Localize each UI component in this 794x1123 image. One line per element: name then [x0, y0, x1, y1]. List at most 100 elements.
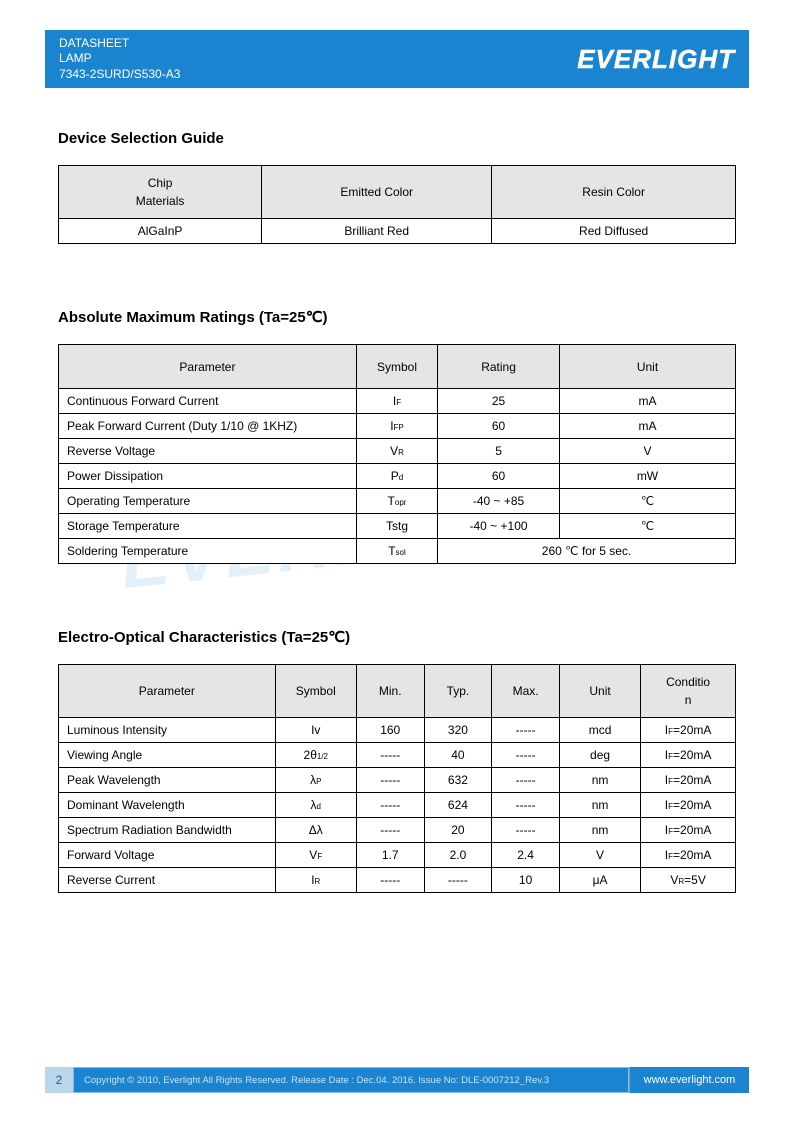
- cell-unit: nm: [559, 818, 640, 843]
- section-abs-max: Absolute Maximum Ratings (Ta=25℃) Parame…: [58, 308, 736, 564]
- section-device-selection: Device Selection Guide ChipMaterials Emi…: [58, 130, 736, 244]
- table-header-row: ChipMaterials Emitted Color Resin Color: [59, 166, 736, 219]
- cell-param: Reverse Current: [59, 868, 276, 893]
- cell-symbol: IR: [275, 868, 356, 893]
- cell-max: -----: [492, 818, 560, 843]
- cell: Brilliant Red: [262, 219, 492, 244]
- col-rating: Rating: [438, 345, 560, 389]
- cell-max: 2.4: [492, 843, 560, 868]
- cell-min: -----: [356, 793, 424, 818]
- cell-min: -----: [356, 818, 424, 843]
- cell-symbol: VF: [275, 843, 356, 868]
- col-typ: Typ.: [424, 665, 492, 718]
- col-symbol: Symbol: [356, 345, 437, 389]
- cell-param: Luminous Intensity: [59, 718, 276, 743]
- cell-symbol: Δλ: [275, 818, 356, 843]
- cell-unit: nm: [559, 793, 640, 818]
- cell-typ: 40: [424, 743, 492, 768]
- cell-min: 1.7: [356, 843, 424, 868]
- col-param: Parameter: [59, 665, 276, 718]
- cell-param: Reverse Voltage: [59, 439, 357, 464]
- section2-title: Absolute Maximum Ratings (Ta=25℃): [58, 308, 736, 326]
- cell-param: Viewing Angle: [59, 743, 276, 768]
- cell-param: Storage Temperature: [59, 514, 357, 539]
- device-selection-table: ChipMaterials Emitted Color Resin Color …: [58, 165, 736, 244]
- cell-unit: V: [559, 843, 640, 868]
- cell: Red Diffused: [492, 219, 736, 244]
- website: www.everlight.com: [629, 1067, 749, 1093]
- cell-cond: IF=20mA: [641, 818, 736, 843]
- cell-param: Peak Wavelength: [59, 768, 276, 793]
- page-number: 2: [45, 1067, 73, 1093]
- footer: 2 Copyright © 2010, Everlight All Rights…: [45, 1067, 749, 1093]
- col-cond: Condition: [641, 665, 736, 718]
- col-param: Parameter: [59, 345, 357, 389]
- cell-symbol: Topr: [356, 489, 437, 514]
- cell-typ: 624: [424, 793, 492, 818]
- table-row: AlGaInP Brilliant Red Red Diffused: [59, 219, 736, 244]
- table-row: Reverse CurrentIR----------10μAVR=5V: [59, 868, 736, 893]
- cell-max: -----: [492, 768, 560, 793]
- cell-symbol: Tsol: [356, 539, 437, 564]
- table-row: Soldering TemperatureTsol260 ℃ for 5 sec…: [59, 539, 736, 564]
- cell-unit: ℃: [559, 514, 735, 539]
- table-row: Operating TemperatureTopr-40 ~ +85℃: [59, 489, 736, 514]
- cell-typ: 2.0: [424, 843, 492, 868]
- cell-typ: 20: [424, 818, 492, 843]
- cell-max: -----: [492, 793, 560, 818]
- cell-rating: 60: [438, 464, 560, 489]
- cell-typ: 320: [424, 718, 492, 743]
- header-line3: 7343-2SURD/S530-A3: [59, 67, 180, 83]
- cell-unit: V: [559, 439, 735, 464]
- table-row: Spectrum Radiation BandwidthΔλ-----20---…: [59, 818, 736, 843]
- cell-rating: 5: [438, 439, 560, 464]
- cell-unit: ℃: [559, 489, 735, 514]
- header-line1: DATASHEET: [59, 36, 180, 52]
- cell-symbol: VR: [356, 439, 437, 464]
- cell-unit: mcd: [559, 718, 640, 743]
- cell-symbol: Pd: [356, 464, 437, 489]
- cell-min: 160: [356, 718, 424, 743]
- cell-unit: mA: [559, 389, 735, 414]
- cell-symbol: 2θ1/2: [275, 743, 356, 768]
- header-bar: DATASHEET LAMP 7343-2SURD/S530-A3 EVERLI…: [45, 30, 749, 88]
- table-header-row: Parameter Symbol Min. Typ. Max. Unit Con…: [59, 665, 736, 718]
- cell-rating: 25: [438, 389, 560, 414]
- cell-max: 10: [492, 868, 560, 893]
- cell-symbol: Iv: [275, 718, 356, 743]
- cell-cond: IF=20mA: [641, 718, 736, 743]
- table-row: Peak WavelengthλP-----632-----nmIF=20mA: [59, 768, 736, 793]
- col-unit: Unit: [559, 665, 640, 718]
- table-row: Reverse VoltageVR5V: [59, 439, 736, 464]
- table-row: Dominant Wavelengthλd-----624-----nmIF=2…: [59, 793, 736, 818]
- cell-unit: mA: [559, 414, 735, 439]
- cell-unit: nm: [559, 768, 640, 793]
- cell-min: -----: [356, 868, 424, 893]
- electro-optical-table: Parameter Symbol Min. Typ. Max. Unit Con…: [58, 664, 736, 893]
- table-row: Forward VoltageVF1.72.02.4VIF=20mA: [59, 843, 736, 868]
- abs-max-table: Parameter Symbol Rating Unit Continuous …: [58, 344, 736, 564]
- col-min: Min.: [356, 665, 424, 718]
- table-header-row: Parameter Symbol Rating Unit: [59, 345, 736, 389]
- section1-title: Device Selection Guide: [58, 130, 736, 147]
- section3-title: Electro-Optical Characteristics (Ta=25℃): [58, 628, 736, 646]
- table-row: Luminous IntensityIv160320-----mcdIF=20m…: [59, 718, 736, 743]
- header-line2: LAMP: [59, 51, 180, 67]
- col-chip: ChipMaterials: [59, 166, 262, 219]
- cell-cond: IF=20mA: [641, 768, 736, 793]
- cell-symbol: λd: [275, 793, 356, 818]
- col-symbol: Symbol: [275, 665, 356, 718]
- col-emitted: Emitted Color: [262, 166, 492, 219]
- cell-unit: mW: [559, 464, 735, 489]
- table-row: Storage TemperatureTstg-40 ~ +100℃: [59, 514, 736, 539]
- cell-symbol: λP: [275, 768, 356, 793]
- cell-min: -----: [356, 743, 424, 768]
- cell-typ: 632: [424, 768, 492, 793]
- cell-rating: 260 ℃ for 5 sec.: [438, 539, 736, 564]
- cell-param: Soldering Temperature: [59, 539, 357, 564]
- cell-unit: deg: [559, 743, 640, 768]
- col-resin: Resin Color: [492, 166, 736, 219]
- cell-param: Peak Forward Current (Duty 1/10 @ 1KHZ): [59, 414, 357, 439]
- cell-param: Operating Temperature: [59, 489, 357, 514]
- cell: AlGaInP: [59, 219, 262, 244]
